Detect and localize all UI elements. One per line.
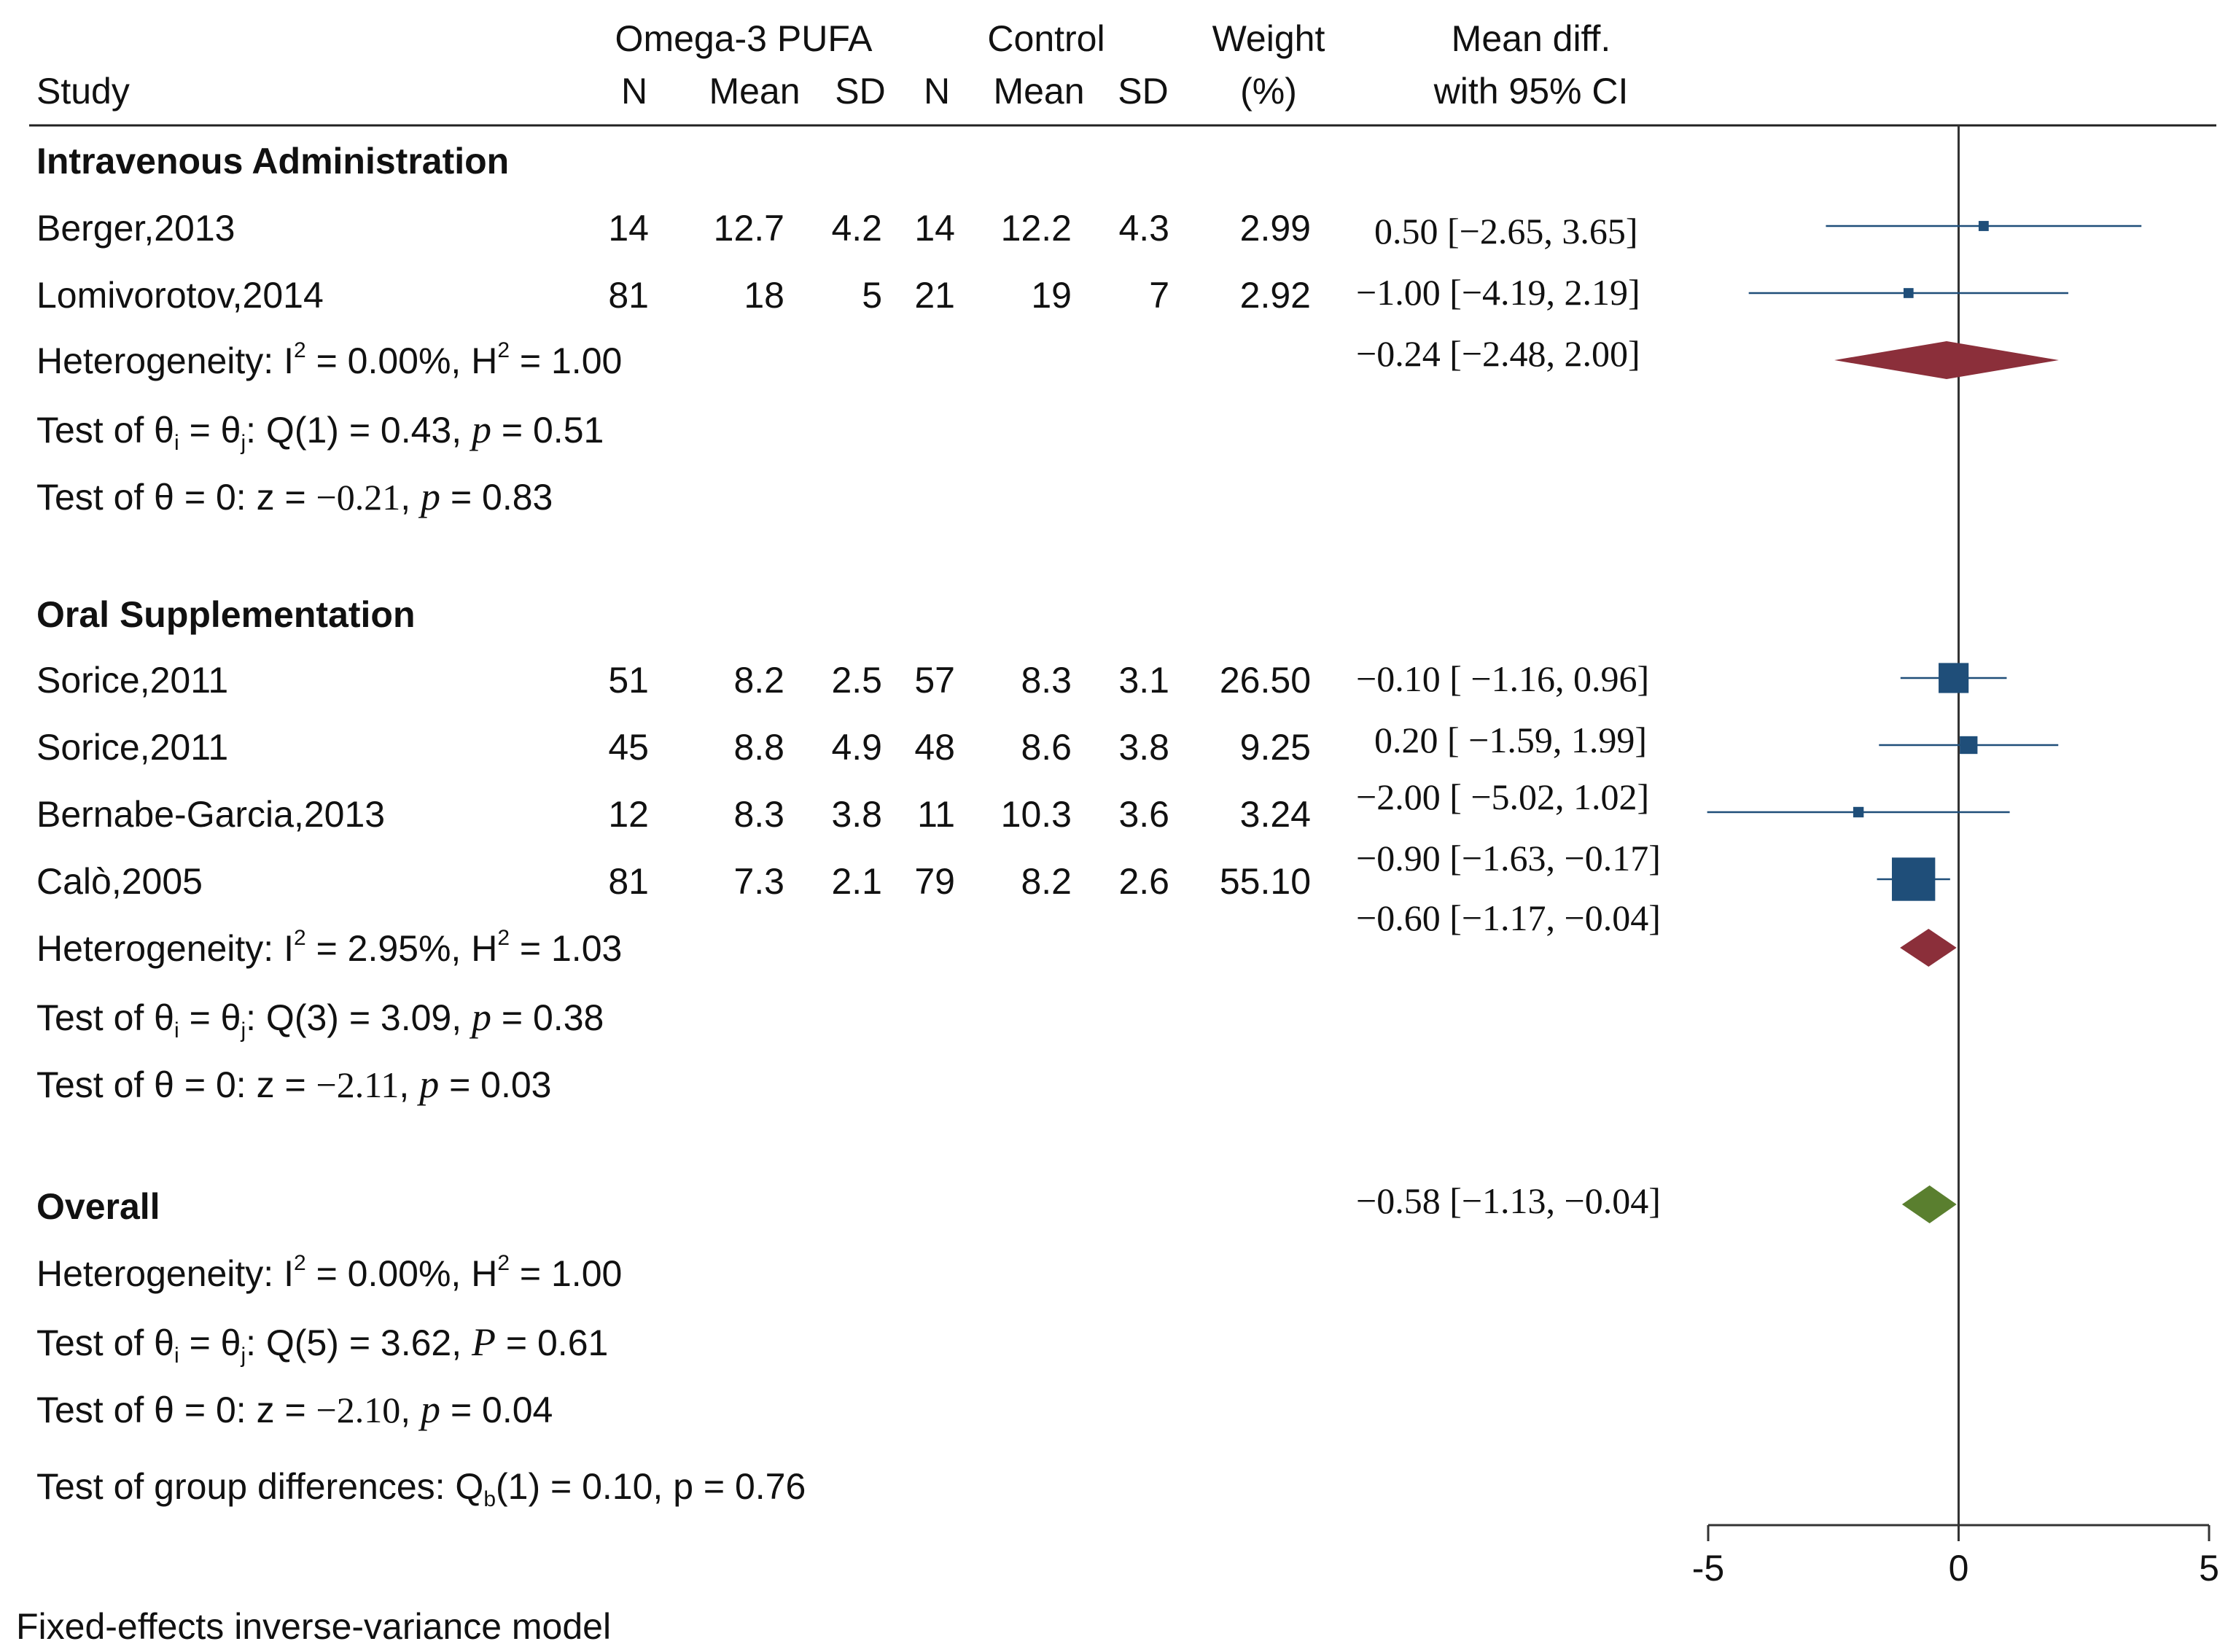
z-test-line: Test of θ = 0: z = −2.11, p = 0.03 xyxy=(36,1062,552,1106)
effect-marker xyxy=(1960,736,1978,755)
effect-marker xyxy=(1903,288,1914,298)
z-test-line: Test of θ = 0: z = −0.21, p = 0.83 xyxy=(36,475,553,518)
mean2: 8.3 xyxy=(1021,660,1072,701)
n2: 21 xyxy=(914,275,955,316)
sd1: 2.5 xyxy=(831,660,882,701)
ci-text: 0.20 [ −1.59, 1.99] xyxy=(1374,720,1647,760)
study-name: Sorice,2011 xyxy=(36,727,229,768)
ci-text: −0.90 [−1.63, −0.17] xyxy=(1356,838,1661,878)
ci-text: −0.10 [ −1.16, 0.96] xyxy=(1356,658,1650,699)
q-test-line: Test of θi = θj: Q(3) = 3.09, p = 0.38 xyxy=(36,995,604,1043)
header-mean1: Mean xyxy=(709,71,801,112)
mean2: 8.2 xyxy=(1021,861,1072,902)
header-effect-top: Mean diff. xyxy=(1451,18,1611,59)
n1: 81 xyxy=(608,275,649,316)
overall-diamond xyxy=(1901,1185,1957,1223)
header-n1: N xyxy=(620,71,648,112)
mean2: 19 xyxy=(1031,275,1072,316)
mean1: 7.3 xyxy=(733,861,784,902)
mean2: 8.6 xyxy=(1021,727,1072,768)
sd2: 3.8 xyxy=(1118,727,1169,768)
mean2: 12.2 xyxy=(1000,208,1072,249)
sd1: 4.9 xyxy=(831,727,882,768)
weight: 26.50 xyxy=(1219,660,1311,701)
weight: 9.25 xyxy=(1239,727,1311,768)
effect-marker xyxy=(1853,806,1864,818)
pooled-ci-text: −0.60 [−1.17, −0.04] xyxy=(1356,897,1661,938)
model-note: Fixed-effects inverse-variance model xyxy=(16,1606,612,1647)
group-differences-line: Test of group differences: Qb(1) = 0.10,… xyxy=(36,1466,806,1511)
group-title-oral: Oral Supplementation xyxy=(36,594,416,635)
header-n2: N xyxy=(923,71,951,112)
group-title-overall: Overall xyxy=(36,1186,160,1227)
header-sd1: SD xyxy=(835,71,886,112)
n1: 81 xyxy=(608,861,649,902)
x-tick-label: -5 xyxy=(1692,1548,1724,1589)
n2: 79 xyxy=(914,861,955,902)
heterogeneity-line: Heterogeneity: I2 = 2.95%, H2 = 1.03 xyxy=(36,926,623,969)
header-effect-bottom: with 95% CI xyxy=(1433,71,1629,112)
study-name: Calò,2005 xyxy=(36,861,203,902)
pooled-diamond xyxy=(1900,929,1957,967)
n2: 57 xyxy=(914,660,955,701)
weight: 2.92 xyxy=(1239,275,1311,316)
mean1: 12.7 xyxy=(713,208,784,249)
effect-marker xyxy=(1939,663,1969,693)
sd1: 3.8 xyxy=(831,794,882,835)
sd2: 7 xyxy=(1149,275,1169,316)
study-name: Bernabe-Garcia,2013 xyxy=(36,794,386,835)
sd1: 5 xyxy=(862,275,882,316)
sd2: 3.1 xyxy=(1118,660,1169,701)
x-tick-label: 0 xyxy=(1949,1548,1969,1589)
plot-layer: -5 0 5 xyxy=(1692,125,2219,1589)
ci-text: 0.50 [−2.65, 3.65] xyxy=(1374,211,1638,252)
overall-ci-text: −0.58 [−1.13, −0.04] xyxy=(1356,1180,1661,1221)
heterogeneity-line: Heterogeneity: I2 = 0.00%, H2 = 1.00 xyxy=(36,338,623,381)
mean1: 18 xyxy=(744,275,784,316)
q-test-line: Test of θi = θj: Q(1) = 0.43, p = 0.51 xyxy=(36,408,604,455)
pooled-diamond xyxy=(1834,341,2059,379)
heterogeneity-line: Heterogeneity: I2 = 0.00%, H2 = 1.00 xyxy=(36,1251,623,1294)
effect-marker xyxy=(1891,857,1936,901)
study-name: Berger,2013 xyxy=(36,208,235,249)
mean1: 8.3 xyxy=(733,794,784,835)
header-sd2: SD xyxy=(1118,71,1169,112)
mean2: 10.3 xyxy=(1000,794,1072,835)
weight: 55.10 xyxy=(1219,861,1311,902)
n1: 12 xyxy=(608,794,649,835)
n2: 14 xyxy=(914,208,955,249)
study-name: Sorice,2011 xyxy=(36,660,229,701)
sd2: 2.6 xyxy=(1118,861,1169,902)
mean1: 8.8 xyxy=(733,727,784,768)
study-name: Lomivorotov,2014 xyxy=(36,275,324,316)
pooled-ci-text: −0.24 [−2.48, 2.00] xyxy=(1356,333,1640,374)
sd1: 2.1 xyxy=(831,861,882,902)
ci-text: −2.00 [ −5.02, 1.02] xyxy=(1356,776,1650,817)
n2: 48 xyxy=(914,727,955,768)
ci-text: −1.00 [−4.19, 2.19] xyxy=(1356,272,1640,313)
n1: 14 xyxy=(608,208,649,249)
group-title-intravenous: Intravenous Administration xyxy=(36,141,510,182)
q-test-line: Test of θi = θj: Q(5) = 3.62, P = 0.61 xyxy=(36,1320,609,1368)
weight: 2.99 xyxy=(1239,208,1311,249)
z-test-line: Test of θ = 0: z = −2.10, p = 0.04 xyxy=(36,1387,553,1431)
header-weight-top: Weight xyxy=(1212,18,1325,59)
n1: 45 xyxy=(608,727,649,768)
mean1: 8.2 xyxy=(733,660,784,701)
sd2: 3.6 xyxy=(1118,794,1169,835)
header-study: Study xyxy=(36,71,130,112)
weight: 3.24 xyxy=(1239,794,1311,835)
header-group1: Omega-3 PUFA xyxy=(615,18,873,59)
n2: 11 xyxy=(917,794,955,835)
x-tick-label: 5 xyxy=(2199,1548,2219,1589)
header-weight-bottom: (%) xyxy=(1240,71,1297,112)
n1: 51 xyxy=(608,660,649,701)
sd2: 4.3 xyxy=(1118,208,1169,249)
effect-marker xyxy=(1978,221,1989,231)
header-mean2: Mean xyxy=(993,71,1085,112)
sd1: 4.2 xyxy=(831,208,882,249)
header-group2: Control xyxy=(987,18,1105,59)
